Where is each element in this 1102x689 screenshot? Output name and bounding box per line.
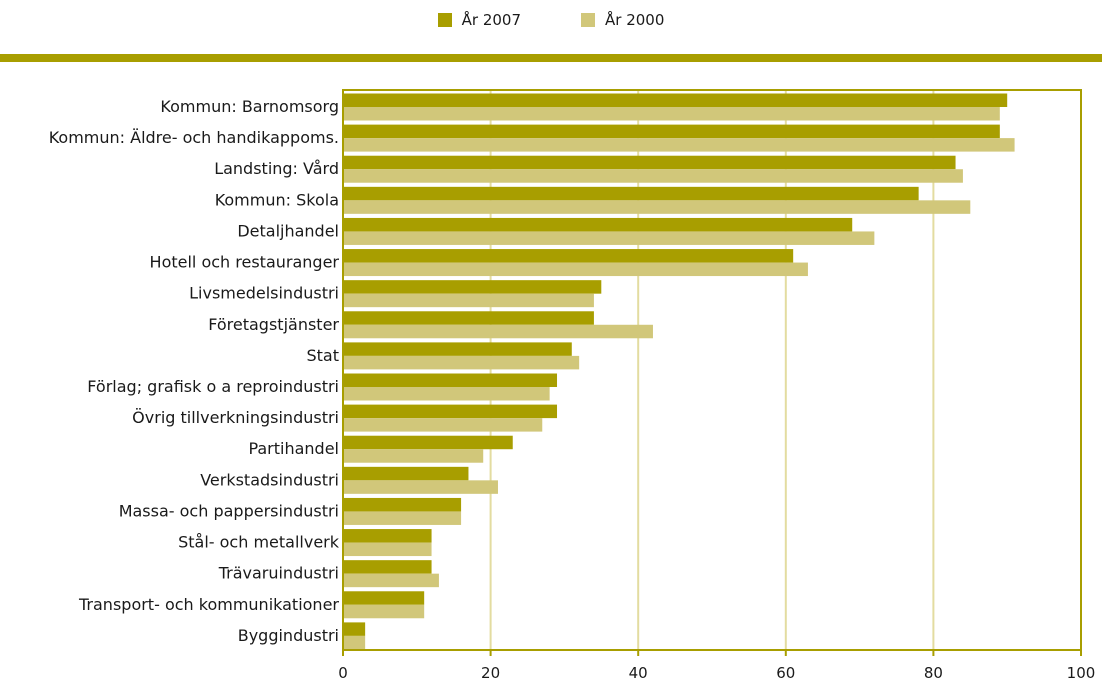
plot-frame	[342, 89, 1082, 651]
bar-2000	[343, 200, 971, 214]
bar-2007	[343, 93, 1008, 107]
category-label: Företagstjänster	[208, 315, 339, 334]
bar-2007	[343, 280, 602, 294]
category-label: Verkstadsindustri	[200, 470, 339, 489]
x-tick-label: 20	[481, 664, 500, 682]
category-label: Hotell och restauranger	[150, 253, 340, 272]
bar-2000	[343, 542, 432, 557]
bar-2000	[343, 635, 366, 650]
chart-legend: År 2007 År 2000	[0, 8, 1102, 32]
legend-item-2000: År 2000	[581, 8, 664, 32]
legend-swatch-2007	[437, 13, 452, 27]
bar-2007	[343, 591, 425, 605]
bar-2007	[343, 155, 956, 170]
bar-2007	[343, 404, 558, 419]
bar-2000	[343, 231, 875, 245]
legend-label-2000: År 2000	[605, 11, 665, 29]
category-label: Byggindustri	[238, 626, 339, 645]
category-label: Landsting: Vård	[214, 159, 339, 178]
x-tick-label: 80	[924, 664, 943, 682]
bar-2000	[343, 418, 543, 432]
bar-2000	[343, 449, 484, 463]
bar-2000	[343, 138, 1015, 152]
bar-2000	[343, 573, 439, 588]
category-label: Kommun: Äldre- och handikappoms.	[49, 128, 339, 147]
bar-2000	[343, 262, 808, 277]
bar-2007	[343, 560, 432, 574]
category-label: Kommun: Barnomsorg	[160, 97, 339, 116]
legend-label-2007: År 2007	[461, 11, 521, 29]
x-tick-label: 100	[1067, 664, 1096, 682]
category-label: Transport- och kommunikationer	[78, 595, 339, 614]
x-tick-label: 40	[629, 664, 648, 682]
category-label: Detaljhandel	[237, 221, 339, 240]
header-divider	[0, 54, 1102, 62]
category-label: Förlag; grafisk o a reproindustri	[87, 377, 339, 396]
category-label: Kommun: Skola	[215, 190, 339, 209]
bar-2000	[343, 324, 653, 339]
category-label: Trävaruindustri	[218, 564, 339, 583]
bar-2000	[343, 293, 594, 308]
bar-2007	[343, 186, 919, 201]
bar-2007	[343, 622, 366, 636]
x-tick-label: 60	[776, 664, 795, 682]
bar-2007	[343, 497, 462, 512]
category-label: Stål- och metallverk	[178, 533, 340, 552]
bar-2007	[343, 373, 558, 387]
bar-2007	[343, 435, 513, 450]
category-label: Stat	[306, 346, 339, 365]
bar-2000	[343, 107, 1000, 121]
bar-2000	[343, 480, 498, 494]
legend-swatch-2000	[581, 13, 595, 27]
bar-2000	[343, 604, 425, 619]
bar-2007	[343, 124, 1000, 139]
bar-2000	[343, 355, 580, 370]
bar-2007	[343, 466, 469, 481]
category-label: Massa- och pappersindustri	[119, 501, 339, 520]
bar-2007	[343, 342, 572, 356]
legend-item-2007: År 2007	[437, 8, 521, 32]
category-label: Partihandel	[248, 439, 339, 458]
bar-2007	[343, 217, 853, 232]
category-label: Övrig tillverkningsindustri	[132, 408, 339, 427]
bar-2007	[343, 529, 432, 543]
bar-2000	[343, 511, 462, 525]
x-tick-label: 0	[338, 664, 348, 682]
bar-2007	[343, 311, 594, 325]
bar-2000	[343, 387, 550, 401]
bar-2007	[343, 249, 794, 263]
bar-2000	[343, 169, 963, 183]
category-label: Livsmedelsindustri	[189, 284, 339, 303]
